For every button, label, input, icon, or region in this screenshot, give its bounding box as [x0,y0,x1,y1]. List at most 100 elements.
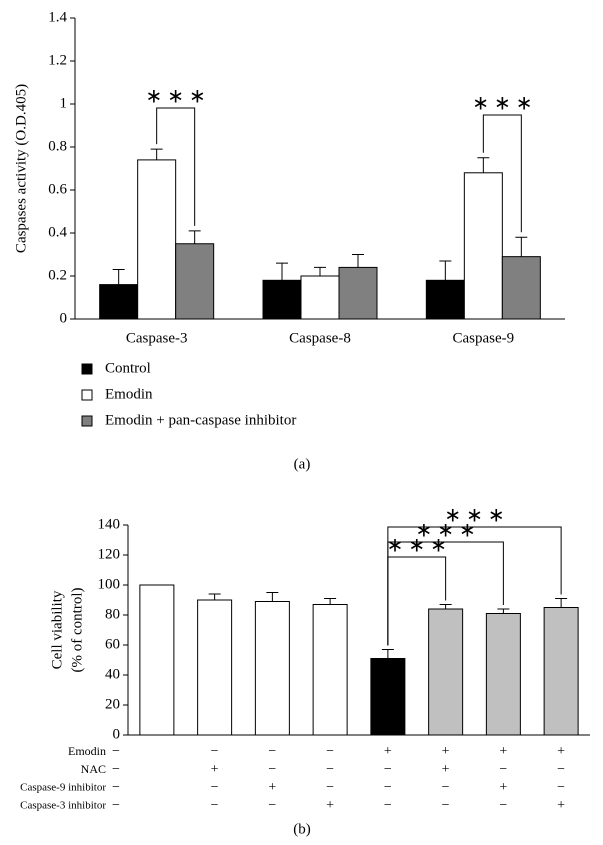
bar [485,613,521,736]
treatment-sign: − [442,798,450,813]
bar [501,256,541,320]
significance: ∗ ∗ ∗ [444,505,504,527]
treatment-sign: − [268,762,276,777]
treatment-sign: − [112,798,120,813]
bar [139,584,175,736]
y-tick-label: 120 [98,546,121,562]
significance-bracket [156,107,196,226]
treatment-sign: − [557,762,565,777]
legend-label: Emodin + pan-caspase inhibitor [105,412,296,428]
treatment-sign: − [268,798,276,813]
error-bar [188,230,201,244]
bar [99,284,139,320]
y-tick-label: 1.4 [48,9,67,25]
treatment-sign: − [211,780,219,795]
treatment-sign: − [211,798,219,813]
legend-label: Control [105,360,151,376]
y-tick-label: 40 [105,666,120,682]
bar [463,172,503,320]
error-bar [352,254,364,268]
treatment-sign: − [384,762,392,777]
treatment-sign: − [499,762,507,777]
bar [338,266,378,320]
y-tick-label: 0 [113,726,121,742]
error-bar [497,608,510,614]
x-tick-label: Caspase-8 [289,330,351,346]
bar [262,279,302,320]
treatment-sign: − [112,780,120,795]
y-tick-label: 80 [105,606,120,622]
error-bar [439,604,452,609]
bar [254,601,290,736]
y-tick-label: 1 [60,95,68,111]
bar [312,604,348,736]
legend-swatch [81,363,93,375]
bar [370,658,406,736]
legend-swatch [81,389,93,401]
legend-swatch [81,415,93,427]
bar [175,243,215,320]
legend-label: Emodin [105,386,153,402]
error-bar [276,262,288,281]
error-bar [150,148,163,160]
treatment-label: Emodin [68,744,106,758]
treatment-sign: + [557,744,565,759]
y-axis-title: Caspases activity (O.D.405) [13,84,29,253]
x-tick-label: Caspase-9 [453,330,515,346]
error-bar [439,260,452,281]
treatment-sign: + [557,798,565,813]
treatment-sign: − [326,744,334,759]
treatment-sign: − [557,780,565,795]
treatment-sign: − [384,798,392,813]
error-bar [477,157,490,173]
bar [137,159,177,320]
treatment-sign: − [326,780,334,795]
treatment-sign: + [211,762,219,777]
y-tick-label: 0.8 [48,138,67,154]
significance: ∗ ∗ ∗ [415,520,475,542]
treatment-label: Caspase-3 inhibitor [20,800,106,812]
y-tick-label: 140 [98,516,121,532]
y-tick-label: 0 [60,310,68,326]
treatment-sign: + [268,780,276,795]
y-axis-title: (% of control) [69,588,85,673]
error-bar [112,269,125,285]
bar [300,275,340,320]
y-axis-title: Cell viability [49,590,65,669]
treatment-sign: − [211,744,219,759]
treatment-sign: − [442,780,450,795]
treatment-sign: − [112,762,120,777]
treatment-sign: + [326,798,334,813]
treatment-sign: + [442,744,450,759]
bar [543,607,579,736]
y-tick-label: 60 [105,636,120,652]
bar [197,599,233,736]
error-bar [555,598,568,608]
significance: ∗ ∗ ∗ [472,93,532,115]
y-tick-label: 1.2 [48,52,67,68]
bar [425,279,465,320]
error-bar [324,598,337,605]
error-bar [314,266,326,276]
error-bar [515,236,528,257]
bar [428,608,464,736]
treatment-sign: − [384,780,392,795]
treatment-sign: − [112,744,120,759]
significance: ∗ ∗ ∗ [387,535,447,557]
treatment-label: NAC [81,762,106,776]
treatment-sign: − [499,798,507,813]
error-bar [208,593,221,600]
caption: (b) [293,821,311,837]
error-bar [381,649,394,659]
treatment-label: Caspase-9 inhibitor [20,782,106,794]
treatment-sign: − [268,744,276,759]
y-tick-label: 0.2 [48,267,67,283]
error-bar [266,592,279,602]
treatment-sign: + [442,762,450,777]
significance-bracket [482,114,522,233]
y-tick-label: 100 [98,576,121,592]
y-tick-label: 0.4 [48,224,67,240]
y-tick-label: 0.6 [48,181,67,197]
significance-bracket [387,526,562,646]
